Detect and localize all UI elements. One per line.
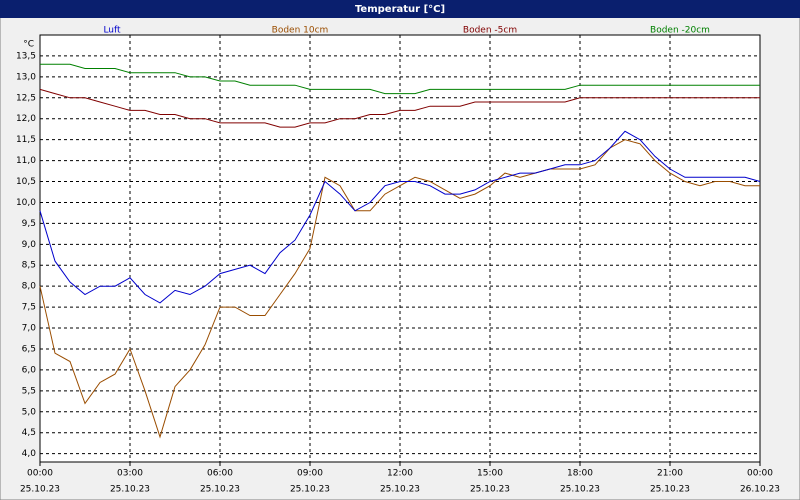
y-tick-label: 12,0 xyxy=(16,114,36,124)
x-tick-label: 12:00 xyxy=(387,469,413,479)
y-tick-label: 7,5 xyxy=(22,303,36,313)
y-tick-label: 11,5 xyxy=(16,135,36,145)
x-tick-date: 26.10.23 xyxy=(740,485,780,495)
x-tick-date: 25.10.23 xyxy=(110,485,150,495)
x-tick-date: 25.10.23 xyxy=(470,485,510,495)
y-tick-label: 10,0 xyxy=(16,198,36,208)
y-tick-label: 8,0 xyxy=(22,282,37,292)
y-tick-label: 13,5 xyxy=(16,51,36,61)
y-tick-label: 5,5 xyxy=(22,386,36,396)
series-line xyxy=(40,63,760,95)
legend-entry: Boden 10cm xyxy=(272,26,329,36)
x-tick-date: 25.10.23 xyxy=(200,485,240,495)
x-tick-date: 25.10.23 xyxy=(560,485,600,495)
legend-entry: Boden -20cm xyxy=(650,26,710,36)
y-tick-label: 10,5 xyxy=(16,177,36,187)
y-tick-label: 11,0 xyxy=(16,156,36,166)
y-tick-label: 6,0 xyxy=(22,365,37,375)
x-tick-label: 03:00 xyxy=(117,469,143,479)
y-tick-label: 8,5 xyxy=(22,261,36,271)
y-tick-label: 5,0 xyxy=(22,407,37,417)
y-tick-label: 4,0 xyxy=(22,449,37,459)
series-line xyxy=(39,88,760,128)
chart-title: Temperatur [°C] xyxy=(355,4,445,15)
x-tick-label: 06:00 xyxy=(207,469,233,479)
y-axis-label: °C xyxy=(23,40,34,50)
x-tick-label: 00:00 xyxy=(27,469,53,479)
y-tick-label: 9,5 xyxy=(22,219,36,229)
y-tick-label: 12,5 xyxy=(16,93,36,103)
x-tick-date: 25.10.23 xyxy=(290,485,330,495)
x-tick-date: 25.10.23 xyxy=(380,485,420,495)
series-line xyxy=(39,139,760,439)
x-tick-label: 15:00 xyxy=(477,469,503,479)
y-tick-label: 13,0 xyxy=(16,72,36,82)
legend-entry: Luft xyxy=(103,26,121,36)
series-line xyxy=(39,130,761,304)
x-tick-date: 25.10.23 xyxy=(20,485,60,495)
y-tick-label: 6,5 xyxy=(22,344,36,354)
y-tick-label: 9,0 xyxy=(22,240,37,250)
title-bar xyxy=(0,0,800,18)
y-tick-label: 4,5 xyxy=(22,428,36,438)
x-tick-date: 25.10.23 xyxy=(650,485,690,495)
x-tick-label: 21:00 xyxy=(657,469,683,479)
x-tick-label: 09:00 xyxy=(297,469,323,479)
y-tick-label: 7,0 xyxy=(22,324,37,334)
legend-entry: Boden -5cm xyxy=(463,26,517,36)
x-tick-label: 18:00 xyxy=(567,469,593,479)
x-tick-label: 00:00 xyxy=(747,469,773,479)
